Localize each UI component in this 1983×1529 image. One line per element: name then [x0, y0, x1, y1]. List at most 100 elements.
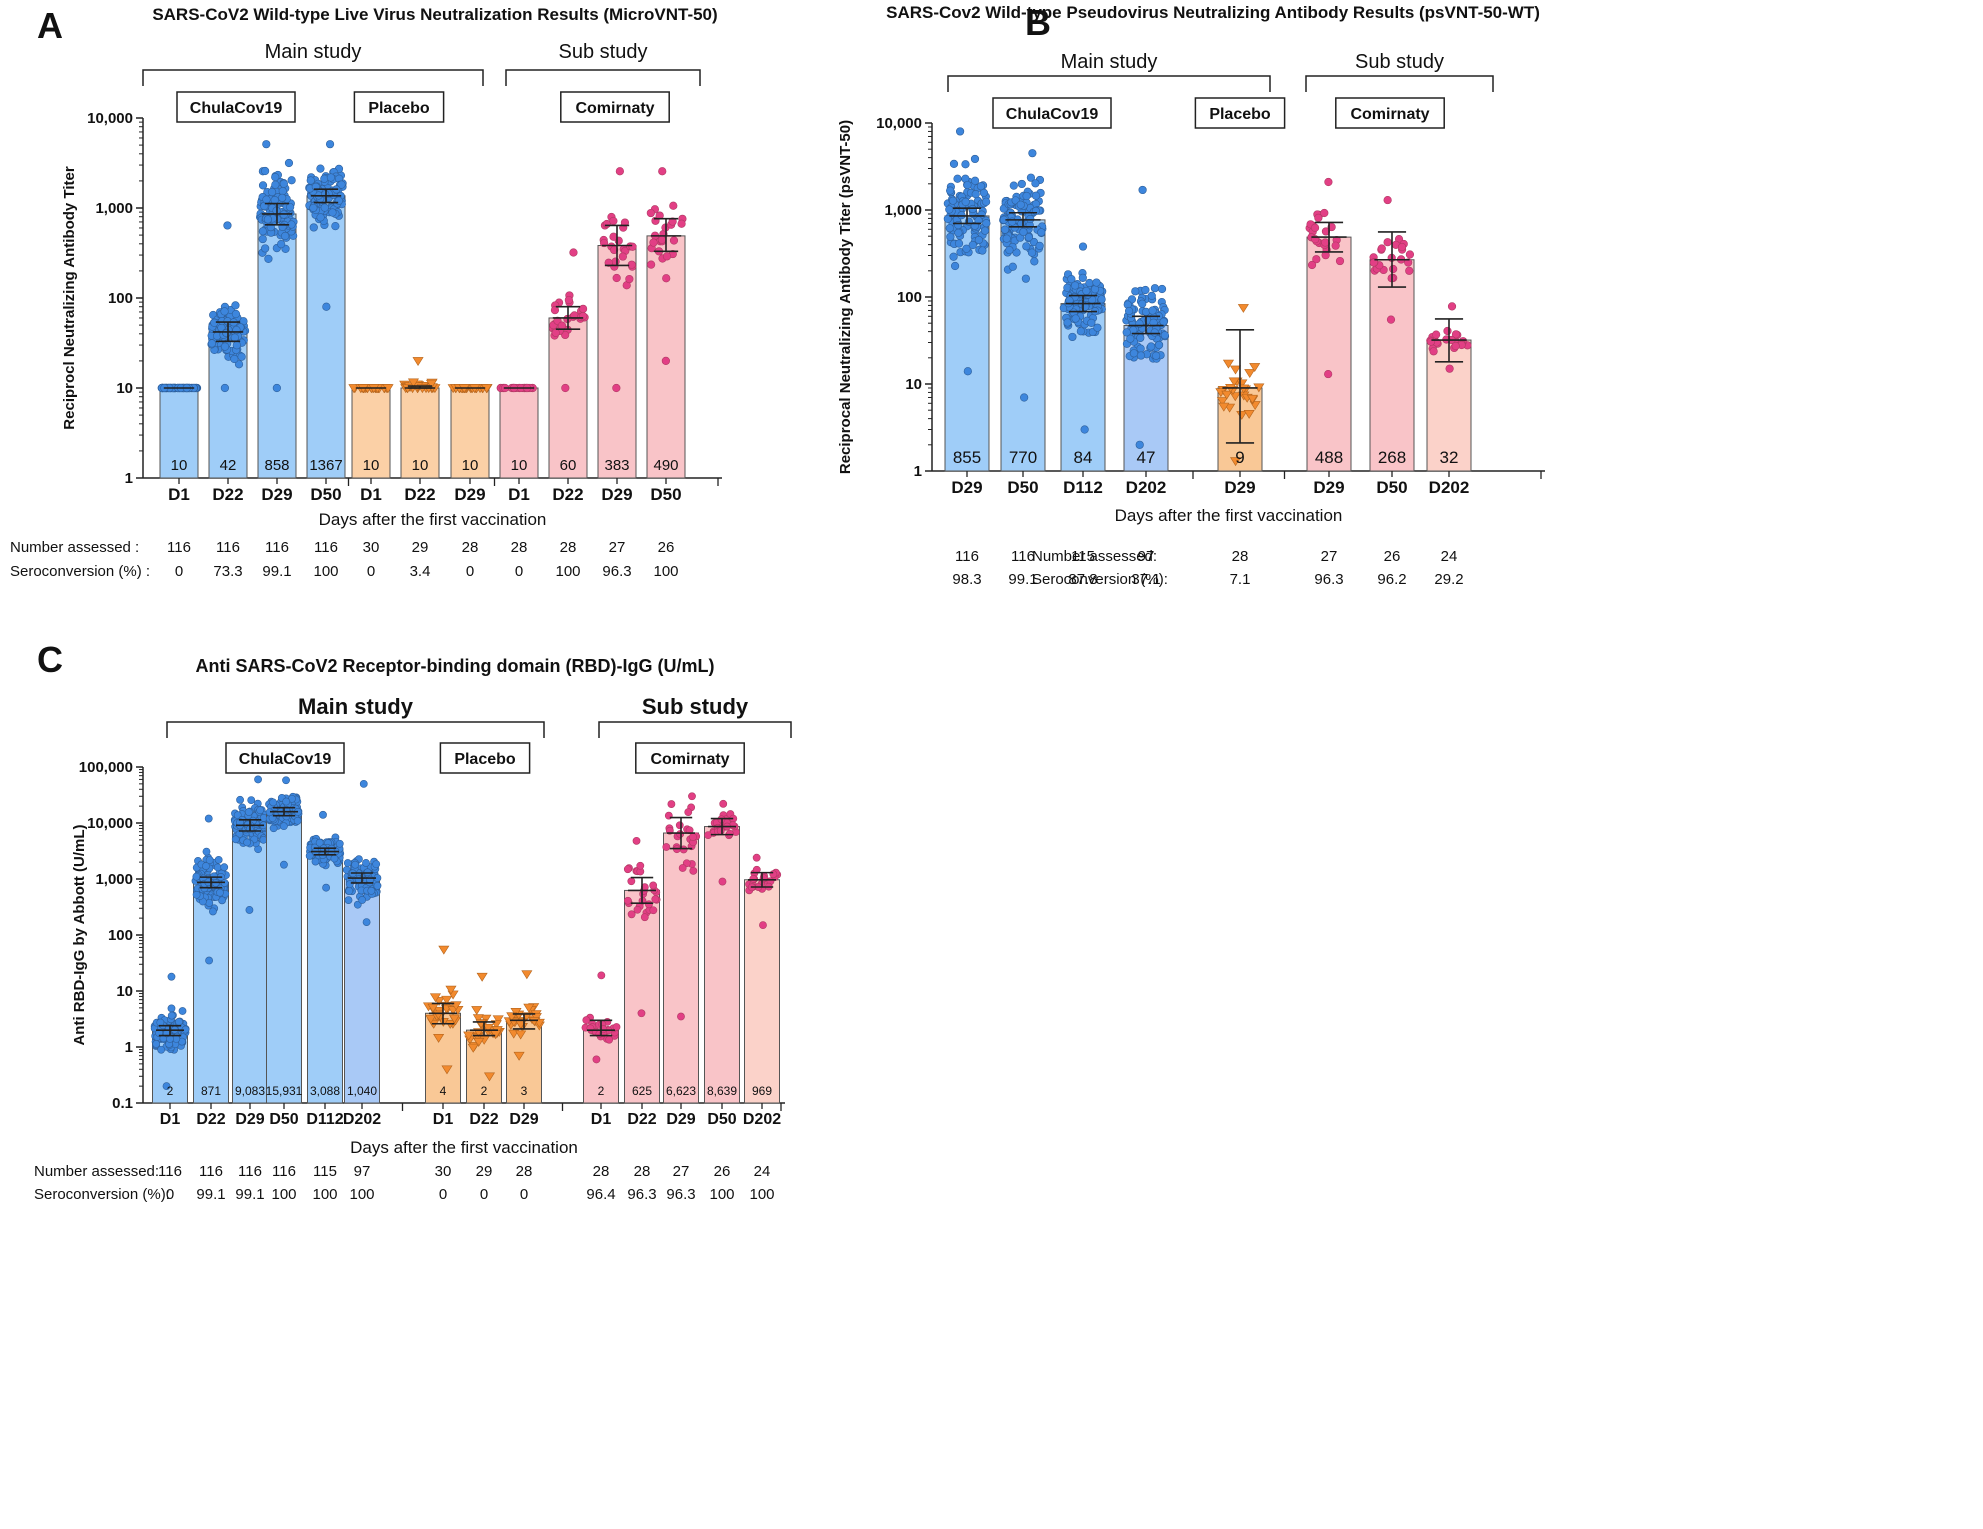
data-point: [270, 196, 279, 205]
data-point: [1135, 319, 1144, 328]
bar: [306, 195, 346, 479]
bar-value-label: 84: [1074, 448, 1093, 467]
group-label: ChulaCov19: [1006, 106, 1099, 123]
number-assessed-cell: 28: [511, 539, 528, 556]
data-point: [669, 201, 678, 210]
data-point: [627, 877, 636, 886]
data-point: [623, 865, 632, 874]
number-assessed-cell: 26: [658, 539, 675, 556]
data-point: [178, 1007, 187, 1015]
data-point: [267, 187, 277, 197]
data-point: [557, 321, 567, 330]
x-tick-label: D1: [433, 1111, 454, 1128]
data-point: [232, 325, 241, 335]
data-point: [202, 847, 211, 856]
data-point: [1377, 244, 1386, 253]
data-point: [315, 838, 324, 847]
data-point: [467, 1043, 479, 1053]
data-point: [962, 244, 971, 253]
data-point: [1135, 440, 1144, 449]
data-point: [954, 220, 963, 230]
number-assessed-cell: 24: [754, 1163, 771, 1180]
data-point: [157, 1045, 166, 1054]
number-assessed-cell: 116: [238, 1163, 262, 1180]
data-point: [261, 166, 270, 176]
data-point: [354, 875, 363, 884]
bar-value-label: 871: [201, 1084, 221, 1098]
study-bracket-label: Main study: [1061, 51, 1158, 73]
data-point: [561, 383, 570, 393]
data-point: [1080, 425, 1089, 434]
data-point: [528, 1017, 540, 1026]
x-axis-label: Days after the first vaccination: [350, 1138, 578, 1157]
y-tick-label: 1: [125, 470, 133, 487]
data-point: [330, 854, 339, 863]
bar-value-label: 42: [220, 457, 237, 474]
data-point: [230, 333, 239, 342]
data-point: [1443, 326, 1452, 336]
data-point: [982, 219, 991, 228]
data-point: [231, 309, 241, 319]
bar: [400, 387, 440, 479]
table-row-label: Number assessed :: [10, 539, 139, 556]
seroconversion-cell: 100: [271, 1186, 296, 1203]
y-tick-label: 1,000: [884, 202, 922, 219]
chart-title: Anti SARS-CoV2 Receptor-binding domain (…: [196, 656, 715, 676]
data-point: [280, 860, 288, 869]
data-point: [309, 223, 318, 232]
data-point: [429, 993, 441, 1003]
data-point: [1029, 237, 1039, 247]
data-point: [949, 252, 958, 261]
data-point: [1093, 323, 1102, 332]
seroconversion-cell: 100: [653, 563, 678, 580]
data-point: [1154, 340, 1164, 350]
chart-title: SARS-CoV2 Wild-type Live Virus Neutraliz…: [152, 5, 717, 24]
number-assessed-cell: 116: [167, 539, 191, 556]
data-point: [963, 367, 972, 376]
data-point: [1432, 330, 1441, 339]
seroconversion-cell: 100: [312, 1186, 337, 1203]
data-point: [209, 907, 217, 916]
data-point: [592, 1055, 601, 1064]
data-point: [675, 821, 684, 830]
data-point: [1222, 359, 1235, 369]
data-point: [645, 900, 653, 909]
data-point: [230, 354, 239, 364]
bar-value-label: 1367: [309, 457, 342, 474]
data-points: [230, 775, 269, 914]
number-assessed-cell: 115: [313, 1163, 337, 1180]
data-point: [334, 196, 343, 205]
data-point: [438, 945, 450, 955]
data-point: [1090, 285, 1100, 294]
data-point: [1237, 304, 1249, 313]
panel-letter: B: [1025, 2, 1051, 43]
data-point: [1063, 318, 1072, 327]
number-assessed-cell: 28: [1232, 548, 1249, 565]
data-point: [564, 295, 573, 305]
study-bracket: [1305, 75, 1494, 92]
data-point: [718, 877, 727, 886]
number-assessed-cell: 116: [265, 539, 289, 556]
data-point: [480, 1014, 492, 1024]
bar: [1000, 219, 1046, 472]
data-point: [441, 995, 453, 1005]
data-point: [220, 863, 229, 872]
bar: [1306, 236, 1352, 472]
bar-value-label: 2: [167, 1084, 174, 1098]
data-point: [277, 240, 286, 249]
seroconversion-cell: 73.3: [213, 563, 242, 580]
data-point: [945, 205, 954, 214]
table-row-label: Number assessed:: [34, 1163, 159, 1180]
data-point: [752, 853, 761, 862]
seroconversion-cell: 99.1: [1008, 571, 1037, 588]
data-point: [1244, 369, 1256, 379]
data-point: [1008, 217, 1017, 226]
bar: [663, 832, 699, 1104]
y-axis-label: Reciprocl Neutralizing Antibody Titer: [61, 166, 78, 430]
bar-value-label: 15,931: [266, 1084, 303, 1098]
seroconversion-cell: 99.1: [235, 1186, 264, 1203]
data-point: [628, 242, 637, 251]
data-point: [320, 203, 329, 212]
data-point: [152, 1040, 161, 1048]
number-assessed-cell: 116: [955, 548, 979, 565]
